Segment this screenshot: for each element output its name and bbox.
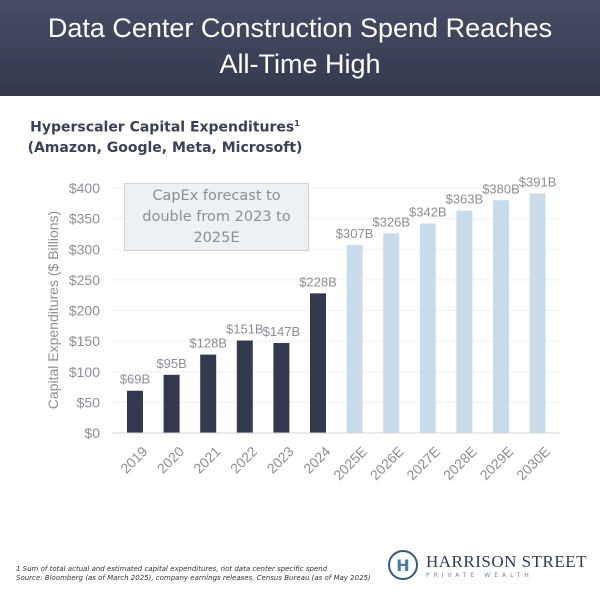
data-label: $69B bbox=[120, 372, 150, 387]
bar-2024 bbox=[310, 293, 326, 433]
footnote-marker: 1 bbox=[294, 119, 300, 128]
annotation-line: 2025E bbox=[193, 230, 240, 246]
bar-2029E bbox=[493, 200, 509, 433]
footnote: 1 Sum of total actual and estimated capi… bbox=[16, 565, 371, 583]
x-tick-label: 2026E bbox=[367, 443, 407, 483]
annotation-line: double from 2023 to bbox=[142, 209, 291, 225]
y-tick-label: $250 bbox=[69, 272, 100, 288]
x-tick-label: 2023 bbox=[264, 443, 297, 476]
y-tick-label: $100 bbox=[69, 364, 100, 380]
data-label: $151B bbox=[226, 322, 264, 337]
title-line1: Data Center Construction Spend Reaches bbox=[47, 13, 553, 43]
data-label: $326B bbox=[372, 214, 410, 229]
x-tick-label: 2019 bbox=[117, 443, 150, 476]
x-tick-label: 2025E bbox=[330, 443, 370, 483]
bar-2030E bbox=[529, 193, 546, 433]
bar-2022 bbox=[236, 340, 253, 433]
annotation-box: CapEx forecast to double from 2023 to 20… bbox=[124, 183, 309, 251]
y-tick-label: $400 bbox=[69, 180, 100, 196]
bar-2026E bbox=[383, 233, 400, 433]
logo-tagline: PRIVATE WEALTH bbox=[426, 571, 533, 579]
y-tick-label: $150 bbox=[69, 333, 100, 349]
logo: H HARRISON STREET PRIVATE WEALTH bbox=[388, 550, 587, 580]
annotation-line: CapEx forecast to bbox=[152, 188, 281, 204]
data-label: $128B bbox=[189, 336, 227, 351]
data-label: $380B bbox=[482, 181, 520, 196]
logo-name: HARRISON STREET bbox=[426, 551, 587, 571]
x-tick-label: 2029E bbox=[477, 443, 517, 483]
data-label: $342B bbox=[409, 205, 447, 220]
bar-2023 bbox=[273, 342, 290, 433]
x-tick-label: 2024 bbox=[300, 443, 333, 476]
x-tick-label: 2020 bbox=[154, 443, 187, 476]
x-tick-label: 2028E bbox=[440, 443, 480, 483]
logo-mark-icon: H bbox=[388, 550, 418, 580]
bar-2025E bbox=[346, 244, 363, 433]
x-tick-label: 2027E bbox=[403, 443, 443, 483]
y-tick-label: $0 bbox=[84, 425, 100, 441]
data-label: $228B bbox=[299, 274, 337, 289]
data-label: $363B bbox=[446, 192, 484, 207]
header-banner: Data Center Construction Spend Reaches A… bbox=[0, 0, 600, 96]
x-tick-label: 2021 bbox=[190, 443, 223, 476]
title-line2: All-Time High bbox=[219, 49, 381, 79]
bar-2019 bbox=[127, 390, 143, 433]
data-label: $95B bbox=[156, 356, 186, 371]
y-tick-label: $300 bbox=[69, 241, 100, 257]
y-tick-label: $350 bbox=[69, 211, 100, 227]
y-axis-label: Capital Expenditures ($ Billions) bbox=[45, 211, 61, 409]
bar-2028E bbox=[456, 210, 473, 433]
chart-title: Hyperscaler Capital Expenditures1 (Amazo… bbox=[0, 114, 330, 158]
y-tick-label: $200 bbox=[69, 303, 100, 319]
chart-subtitle: (Amazon, Google, Meta, Microsoft) bbox=[27, 139, 303, 156]
bar-2027E bbox=[419, 223, 436, 433]
chart-title-text: Hyperscaler Capital Expenditures bbox=[30, 119, 295, 136]
bar-2021 bbox=[200, 354, 217, 433]
data-label: $391B bbox=[519, 175, 557, 190]
source-line: Source: Bloomberg (as of March 2025), co… bbox=[16, 574, 371, 582]
footnote-line: 1 Sum of total actual and estimated capi… bbox=[16, 565, 328, 573]
y-tick-label: $50 bbox=[77, 394, 101, 410]
bar-2020 bbox=[163, 374, 180, 433]
x-tick-label: 2022 bbox=[227, 443, 260, 476]
data-label: $307B bbox=[336, 226, 374, 241]
x-tick-label: 2030E bbox=[513, 443, 553, 483]
data-label: $147B bbox=[263, 324, 301, 339]
